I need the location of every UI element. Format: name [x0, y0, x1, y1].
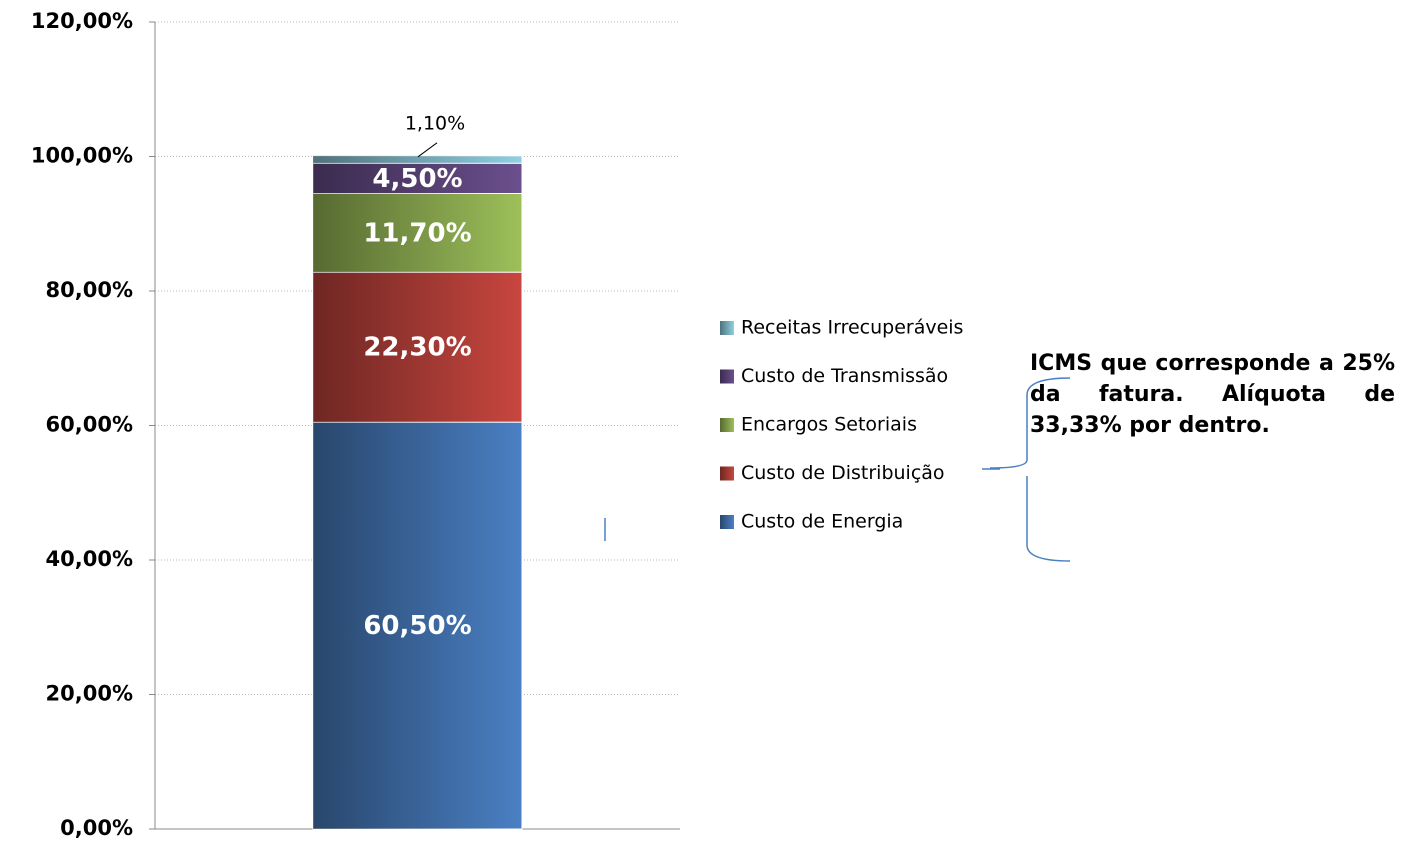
legend-swatch-shade	[720, 466, 734, 481]
legend-label: Custo de Distribuição	[741, 462, 945, 484]
label-leader	[417, 142, 438, 158]
data-label: 1,10%	[405, 112, 465, 134]
legend-label: Encargos Setoriais	[741, 414, 917, 436]
data-label: 60,50%	[363, 611, 471, 641]
legend-label: Receitas Irrecuperáveis	[741, 317, 963, 339]
bar-shade	[313, 272, 522, 423]
data-label: 11,70%	[363, 218, 471, 248]
legend-swatch-shade	[720, 515, 734, 529]
data-label: 4,50%	[372, 164, 462, 194]
y-tick-label: 60,00%	[46, 413, 133, 437]
bracket	[989, 377, 1071, 562]
bar-shade	[313, 163, 522, 194]
annotation: ICMS que corresponde a 25% da fatura. Al…	[1030, 351, 1395, 438]
bar-shade	[313, 155, 522, 164]
legend-swatch-shade	[720, 321, 734, 335]
bar-shade	[313, 193, 522, 273]
y-tick-label: 20,00%	[46, 682, 133, 706]
y-tick-label: 100,00%	[31, 144, 133, 168]
y-tick-label: 40,00%	[46, 547, 133, 571]
legend-label: Custo de Transmissão	[741, 365, 948, 387]
y-tick-label: 80,00%	[46, 278, 133, 302]
legend-swatch-shade	[720, 418, 734, 432]
legend-swatch-shade	[720, 369, 734, 384]
y-tick-label: 120,00%	[31, 9, 133, 33]
data-label: 22,30%	[363, 333, 471, 363]
bar-shade	[313, 422, 522, 829]
legend-label: Custo de Energia	[741, 511, 903, 533]
y-tick-label: 0,00%	[60, 816, 133, 840]
